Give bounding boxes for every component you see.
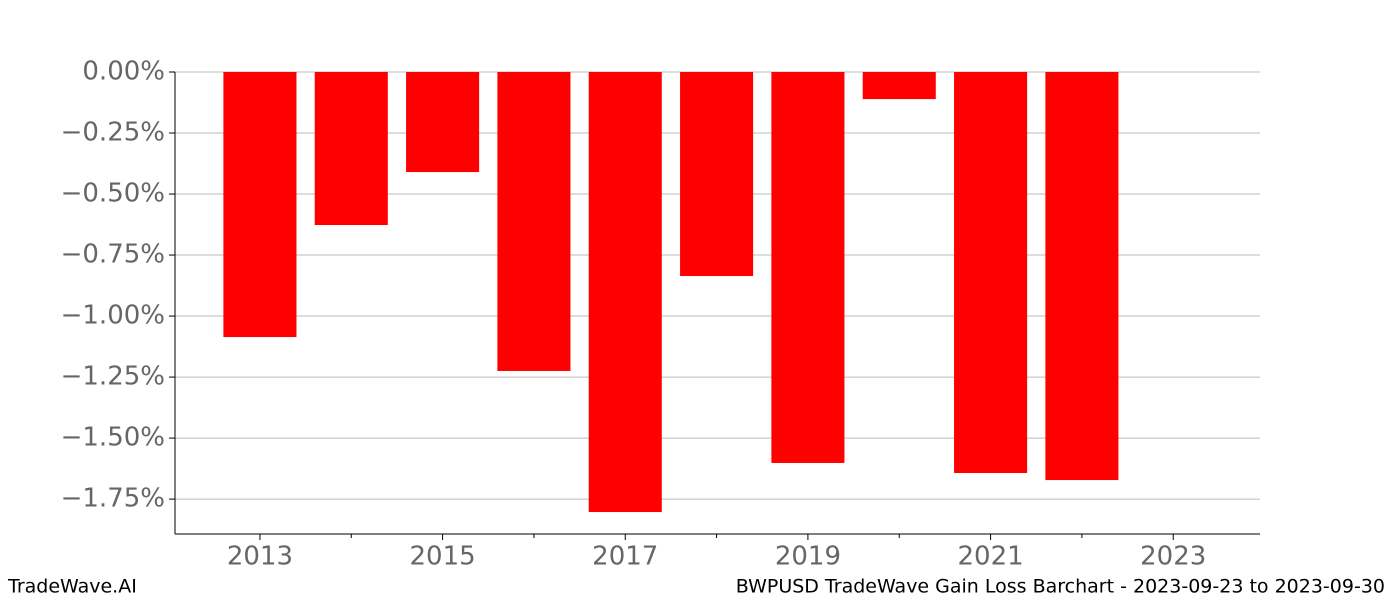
- bar: [223, 72, 297, 338]
- bar: [771, 72, 845, 463]
- y-tick-label: −0.25%: [61, 118, 165, 148]
- bar: [954, 72, 1028, 473]
- bar: [862, 72, 936, 100]
- x-tick-label: 2023: [1140, 542, 1206, 572]
- y-tick-label: −1.75%: [61, 484, 165, 514]
- bar: [497, 72, 571, 371]
- x-tick-label: 2013: [227, 542, 293, 572]
- x-tick-label: 2017: [592, 542, 658, 572]
- bar: [588, 72, 662, 513]
- bar: [680, 72, 754, 277]
- footer-left: TradeWave.AI: [7, 576, 137, 598]
- y-tick-label: 0.00%: [82, 57, 165, 87]
- x-tick-label: 2019: [775, 542, 841, 572]
- y-tick-label: −1.00%: [61, 301, 165, 331]
- x-tick-label: 2021: [957, 542, 1023, 572]
- bar: [1045, 72, 1119, 481]
- bar: [314, 72, 388, 226]
- bar: [406, 72, 480, 173]
- x-tick-label: 2015: [410, 542, 476, 572]
- footer-right: BWPUSD TradeWave Gain Loss Barchart - 20…: [736, 576, 1385, 598]
- y-tick-label: −1.50%: [61, 423, 165, 453]
- y-tick-label: −0.75%: [61, 240, 165, 270]
- y-tick-label: −0.50%: [61, 179, 165, 209]
- y-tick-label: −1.25%: [61, 362, 165, 392]
